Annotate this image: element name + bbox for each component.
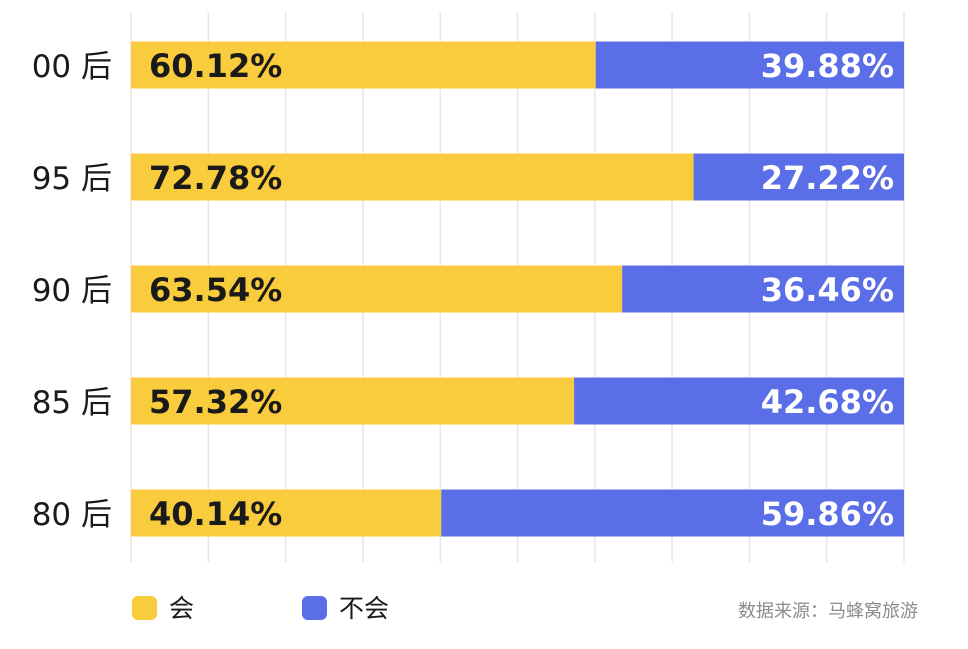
data-label-will-not: 42.68% [761,383,894,421]
labels-layer: 00 后 60.12% 39.88% 95 后 72.78% 27.22% 90 后 63.5… [32,47,894,533]
category-label: 90 后 [32,273,112,309]
bar-segment-will-not [574,377,904,425]
source-note: 数据来源：马蜂窝旅游 [738,601,918,622]
category-label: 00 后 [32,49,112,85]
category-label: 95 后 [32,161,112,197]
bar-segment-will [131,377,575,425]
data-label-will-not: 36.46% [761,271,894,309]
bar-segment-will [131,41,596,89]
data-label-will-not: 39.88% [761,47,894,85]
bar-segment-will [131,489,442,537]
bar-segment-will-not [622,265,904,313]
data-label-will: 57.32% [149,383,282,421]
data-label-will: 60.12% [149,47,282,85]
legend-swatch [302,596,327,620]
bars-layer [131,41,904,537]
legend-swatch [132,596,157,620]
data-label-will: 40.14% [149,495,282,533]
bar-segment-will-not [595,41,904,89]
legend: 会 不会 [132,594,389,623]
data-label-will: 63.54% [149,271,282,309]
bar-segment-will [131,265,623,313]
category-label: 85 后 [32,385,112,421]
legend-label: 不会 [339,594,389,623]
bar-segment-will-not [441,489,904,537]
bar-segment-will [131,153,694,201]
bar-segment-will-not [693,153,904,201]
category-label: 80 后 [32,497,112,533]
data-label-will-not: 27.22% [761,159,894,197]
data-label-will-not: 59.86% [761,495,894,533]
data-label-will: 72.78% [149,159,282,197]
legend-label: 会 [169,594,194,623]
